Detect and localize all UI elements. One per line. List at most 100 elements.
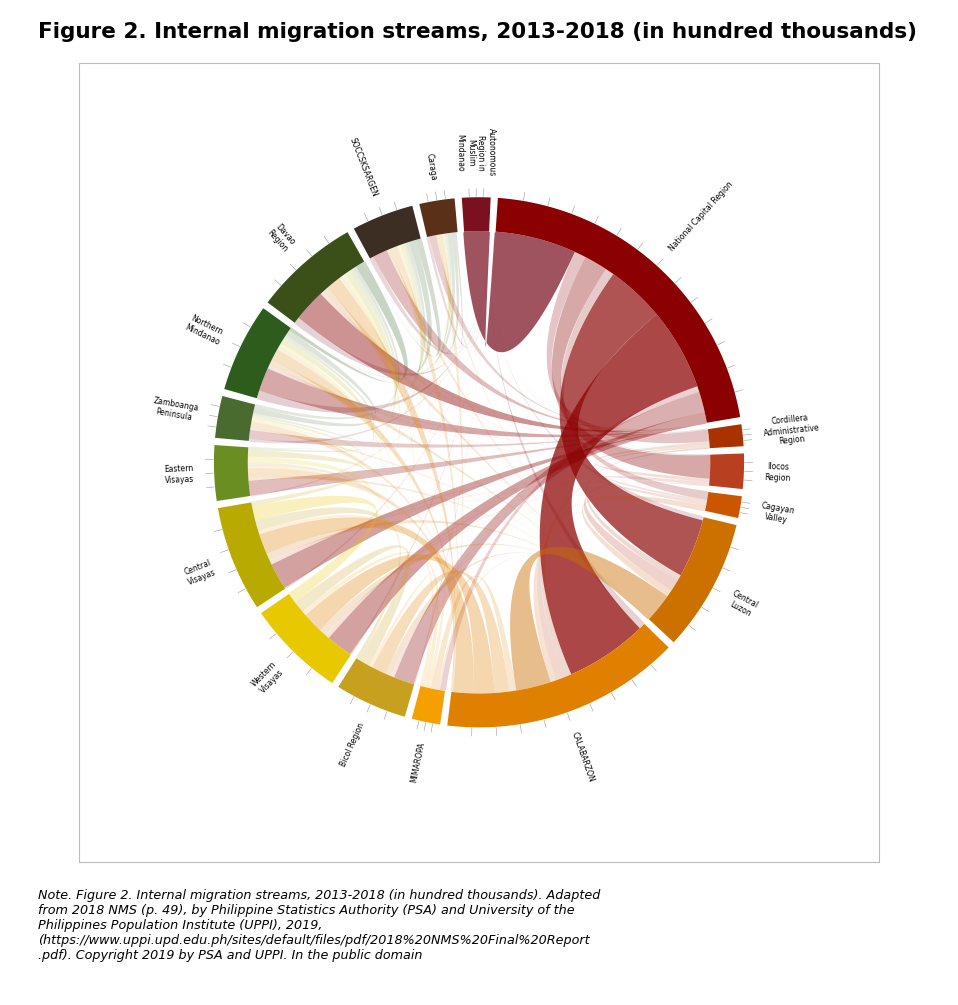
Polygon shape — [266, 231, 365, 324]
Text: Bicol Region: Bicol Region — [339, 722, 366, 768]
Polygon shape — [430, 576, 516, 691]
Text: Figure 2. Internal migration streams, 2013-2018 (in hundred thousands): Figure 2. Internal migration streams, 20… — [38, 22, 918, 42]
Polygon shape — [306, 555, 494, 693]
Polygon shape — [248, 456, 375, 593]
Polygon shape — [709, 452, 744, 490]
Polygon shape — [426, 231, 490, 349]
Polygon shape — [536, 484, 709, 680]
Text: SOCCSKSARGEN: SOCCSKSARGEN — [348, 137, 379, 198]
Polygon shape — [248, 233, 450, 447]
Polygon shape — [321, 293, 710, 450]
Polygon shape — [337, 658, 415, 718]
Text: Ilocos
Region: Ilocos Region — [764, 462, 791, 482]
Polygon shape — [446, 623, 670, 728]
Polygon shape — [217, 501, 285, 608]
Polygon shape — [251, 415, 365, 501]
Polygon shape — [288, 245, 423, 593]
Polygon shape — [299, 293, 707, 432]
Polygon shape — [291, 233, 455, 377]
Polygon shape — [339, 277, 438, 685]
Text: Note. Figure 2. Internal migration streams, 2013-2018 (in hundred thousands). Ad: Note. Figure 2. Internal migration strea… — [38, 889, 601, 963]
Text: Autonomous
Region in
Muslim
Mindanao: Autonomous Region in Muslim Mindanao — [455, 129, 496, 177]
Polygon shape — [250, 231, 490, 496]
Polygon shape — [593, 476, 709, 506]
Polygon shape — [295, 546, 410, 665]
Polygon shape — [419, 198, 459, 237]
Polygon shape — [510, 547, 668, 690]
Polygon shape — [260, 518, 474, 693]
Polygon shape — [560, 269, 708, 500]
Polygon shape — [385, 553, 649, 676]
Text: Northern
Mindanao: Northern Mindanao — [184, 313, 226, 347]
Polygon shape — [269, 495, 705, 562]
Polygon shape — [649, 517, 738, 643]
Polygon shape — [288, 234, 449, 593]
Polygon shape — [490, 231, 645, 628]
Polygon shape — [223, 308, 291, 399]
Text: Cordillera
Administrative
Region: Cordillera Administrative Region — [762, 412, 821, 448]
Polygon shape — [490, 231, 708, 433]
Polygon shape — [353, 205, 422, 259]
Polygon shape — [429, 235, 707, 429]
Polygon shape — [414, 231, 490, 684]
Polygon shape — [248, 466, 432, 685]
Polygon shape — [215, 395, 256, 441]
Polygon shape — [250, 427, 649, 620]
Text: Caraga: Caraga — [424, 152, 438, 181]
Polygon shape — [249, 423, 707, 447]
Polygon shape — [248, 449, 365, 507]
Polygon shape — [248, 462, 399, 658]
Polygon shape — [464, 231, 575, 353]
Text: Central
Visayas: Central Visayas — [182, 558, 217, 587]
Polygon shape — [270, 481, 709, 563]
Polygon shape — [329, 412, 707, 654]
Text: MIMAROPA: MIMAROPA — [409, 742, 426, 784]
Text: Western
Visayas: Western Visayas — [250, 659, 285, 695]
Polygon shape — [411, 685, 445, 726]
Polygon shape — [251, 233, 449, 501]
Polygon shape — [294, 231, 490, 376]
Polygon shape — [440, 386, 699, 691]
Text: Eastern
Visayas: Eastern Visayas — [164, 464, 194, 484]
Polygon shape — [278, 347, 402, 658]
Polygon shape — [256, 233, 451, 416]
Polygon shape — [271, 449, 710, 565]
Polygon shape — [272, 423, 707, 588]
Polygon shape — [251, 420, 399, 658]
Polygon shape — [256, 242, 425, 416]
Polygon shape — [708, 423, 744, 449]
Polygon shape — [365, 238, 441, 357]
Polygon shape — [422, 232, 463, 349]
Polygon shape — [541, 449, 710, 677]
Polygon shape — [559, 274, 703, 575]
Polygon shape — [490, 231, 710, 455]
Polygon shape — [267, 368, 710, 450]
Polygon shape — [251, 244, 422, 501]
Polygon shape — [277, 349, 433, 685]
Polygon shape — [288, 274, 400, 593]
Polygon shape — [326, 500, 705, 636]
Polygon shape — [303, 552, 439, 687]
Polygon shape — [268, 366, 709, 486]
Polygon shape — [350, 231, 490, 655]
Polygon shape — [268, 365, 705, 512]
Polygon shape — [255, 266, 399, 419]
Polygon shape — [289, 261, 408, 383]
Polygon shape — [248, 335, 374, 448]
Text: Central
Luzon: Central Luzon — [726, 589, 760, 619]
Polygon shape — [387, 249, 649, 620]
Text: Cagayan
Valley: Cagayan Valley — [759, 501, 795, 526]
Text: Zamboanga
Peninsula: Zamboanga Peninsula — [150, 396, 199, 423]
Polygon shape — [322, 292, 709, 486]
Polygon shape — [374, 250, 707, 430]
Polygon shape — [552, 257, 710, 478]
Polygon shape — [369, 231, 490, 354]
Polygon shape — [320, 544, 649, 635]
Polygon shape — [393, 449, 710, 677]
Polygon shape — [259, 515, 434, 686]
Polygon shape — [323, 287, 649, 620]
Text: National Capital Region: National Capital Region — [668, 180, 735, 253]
Polygon shape — [260, 369, 707, 437]
Polygon shape — [705, 491, 742, 519]
Polygon shape — [322, 291, 705, 512]
